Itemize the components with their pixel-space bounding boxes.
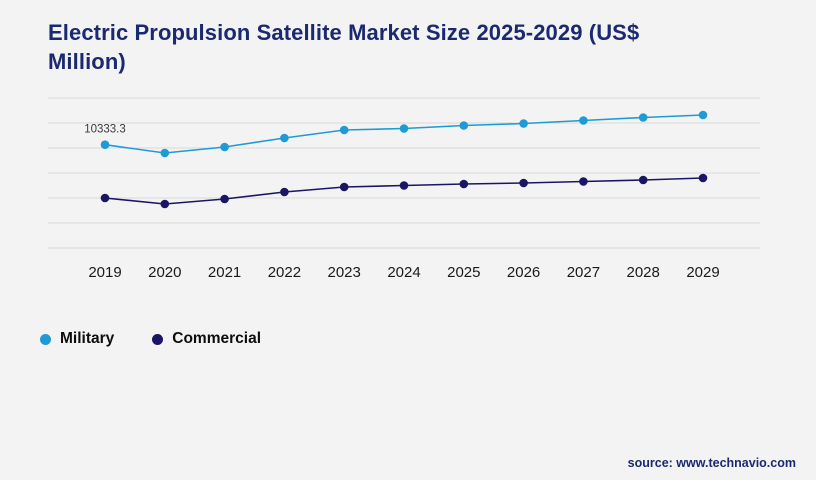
military-point [160,148,170,158]
x-tick-label: 2024 [387,264,420,281]
legend-label-commercial: Commercial [172,330,261,348]
commercial-point [100,193,110,203]
x-tick-label: 2029 [686,264,719,281]
line-chart: 10333.3 2019 2020 2021 2022 2023 2024 2025 2026 2… [48,97,760,281]
military-point [698,110,708,120]
commercial-point [638,175,648,185]
x-tick-label: 2021 [208,264,241,281]
commercial-point [519,178,528,188]
legend-item-commercial: Commercial [152,330,261,348]
x-tick-label: 2019 [88,264,121,281]
commercial-point [459,179,469,189]
source-text: source: www.technavio.com [627,456,796,470]
commercial-point [579,177,588,186]
x-tick-label: 2028 [627,264,660,281]
x-tick-label: 2020 [148,264,181,281]
military-point [100,140,110,150]
chart-area: 10333.3 2019 2020 2021 2022 2023 2024 2025 2026 2… [48,92,760,288]
commercial-point [698,173,708,183]
x-tick-label: 2026 [507,264,540,281]
military-point [339,125,349,135]
military-point [519,119,528,128]
commercial-point [399,181,409,190]
military-point [399,124,409,133]
chart-title: Electric Propulsion Satellite Market Siz… [48,20,640,75]
x-tick-label: 2027 [567,264,600,281]
military-point [280,133,289,143]
military-point [459,121,469,130]
military-point [220,142,229,152]
military-series-line [104,114,704,154]
x-tick-label: 2025 [447,264,480,281]
military-point [579,116,588,125]
legend-label-military: Military [60,330,115,348]
data-label: 10333.3 [84,124,126,136]
legend-item-military: Military [40,330,114,348]
x-tick-label: 2023 [328,264,361,281]
chart-legend: Military Commercial [40,330,816,348]
commercial-point [220,194,229,204]
x-tick-label: 2022 [268,264,301,281]
commercial-point [280,187,289,197]
commercial-point [160,199,170,209]
military-point [638,113,648,122]
military-series-dot [40,333,51,345]
commercial-point [339,182,349,192]
commercial-series-dot [152,333,164,345]
